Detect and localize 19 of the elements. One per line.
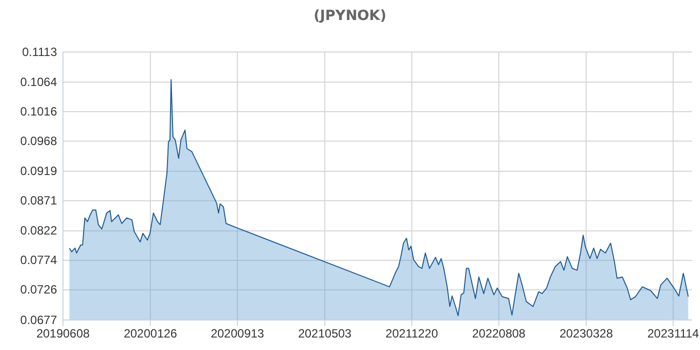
y-tick-label: 0.0919 — [20, 164, 58, 178]
x-tick-label: 20220808 — [472, 326, 526, 341]
y-tick-label: 0.0871 — [20, 194, 58, 208]
x-tick-label: 20210503 — [298, 326, 352, 341]
x-tick-label: 20231114 — [647, 326, 700, 341]
y-tick-label: 0.0822 — [20, 224, 58, 238]
y-tick-label: 0.0774 — [20, 253, 58, 268]
y-tick-label: 0.1016 — [20, 104, 58, 118]
y-tick-label: 0.1064 — [20, 74, 58, 89]
y-tick-label: 0.0968 — [20, 134, 58, 148]
x-tick-label: 20211220 — [386, 326, 438, 341]
x-tick-label: 20200913 — [210, 326, 264, 341]
chart-title: (JPYNOK) — [314, 8, 386, 24]
x-tick-label: 20200126 — [124, 326, 178, 341]
x-tick-label: 20230328 — [559, 326, 614, 341]
x-tick-label: 20190608 — [36, 326, 90, 341]
y-tick-label: 0.0726 — [20, 282, 58, 297]
y-tick-label: 0.0677 — [20, 312, 58, 327]
y-tick-label: 0.1113 — [22, 44, 58, 59]
